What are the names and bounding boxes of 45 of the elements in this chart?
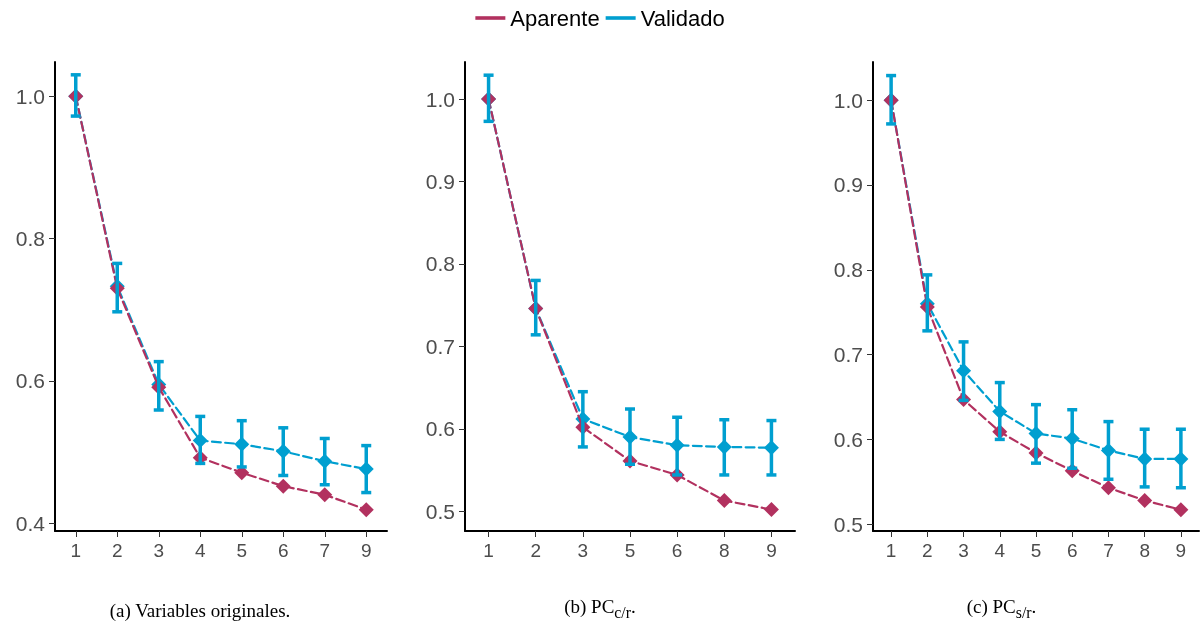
y-tick-label: 0.6 bbox=[833, 427, 863, 451]
y-tick-label: 0.8 bbox=[425, 252, 455, 276]
x-tick-label: 7 bbox=[319, 540, 331, 561]
x-tick-label: 2 bbox=[111, 540, 123, 561]
x-tick-label: 4 bbox=[994, 540, 1006, 561]
x-tick-label: 3 bbox=[958, 540, 969, 561]
x-tick-label: 6 bbox=[1066, 540, 1078, 561]
y-tick-label: 0.6 bbox=[15, 369, 45, 393]
x-tick-label: 1 bbox=[885, 540, 897, 561]
y-tick-label: 0.4 bbox=[15, 511, 46, 535]
x-tick-label: 6 bbox=[277, 540, 289, 561]
x-tick-label: 4 bbox=[194, 540, 206, 561]
x-tick-label: 6 bbox=[671, 540, 683, 561]
y-tick-label: 0.5 bbox=[425, 499, 455, 523]
legend-label: Aparente bbox=[510, 5, 600, 31]
x-tick-label: 1 bbox=[483, 540, 494, 561]
y-tick-label: 0.6 bbox=[425, 417, 455, 441]
y-tick-label: 0.8 bbox=[15, 227, 45, 250]
x-tick-label: 5 bbox=[1030, 540, 1042, 561]
x-tick-label: 7 bbox=[1103, 540, 1114, 561]
x-tick-label: 9 bbox=[1175, 540, 1187, 561]
x-tick-label: 5 bbox=[236, 540, 248, 561]
y-tick-label: 1.0 bbox=[425, 87, 455, 111]
y-tick-label: 0.7 bbox=[425, 334, 455, 358]
x-tick-label: 8 bbox=[1139, 540, 1150, 561]
x-tick-label: 2 bbox=[530, 540, 541, 561]
text: (c) PC$_{s/r}$. bbox=[965, 596, 1038, 622]
x-tick-label: 5 bbox=[624, 540, 636, 561]
x-tick-label: 9 bbox=[360, 540, 372, 561]
y-tick-label: 0.9 bbox=[425, 170, 455, 194]
y-tick-label: 0.9 bbox=[833, 173, 863, 197]
x-tick-label: 9 bbox=[766, 540, 777, 561]
y-tick-label: 1.0 bbox=[15, 84, 45, 108]
text: (b) PC$_{c/r}$. bbox=[563, 596, 637, 622]
text: (a) Variables originales. bbox=[108, 600, 292, 622]
legend-label: Validado bbox=[640, 5, 725, 31]
x-tick-label: 8 bbox=[719, 540, 730, 561]
x-tick-label: 3 bbox=[153, 540, 165, 561]
y-tick-label: 0.8 bbox=[833, 258, 863, 282]
y-tick-label: 0.5 bbox=[833, 512, 863, 536]
x-tick-label: 3 bbox=[577, 540, 589, 561]
y-tick-label: 0.7 bbox=[833, 343, 863, 367]
y-tick-label: 1.0 bbox=[833, 88, 863, 112]
x-tick-label: 1 bbox=[70, 540, 82, 561]
x-tick-label: 2 bbox=[922, 540, 933, 561]
